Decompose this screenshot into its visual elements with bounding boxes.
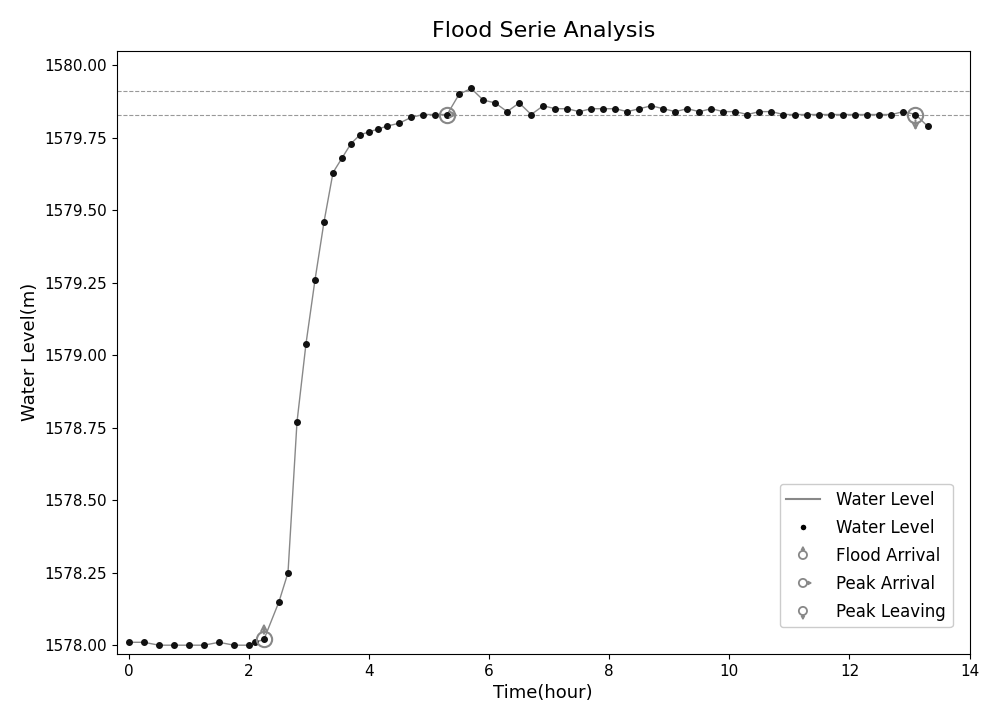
Point bbox=[920, 120, 936, 132]
Point bbox=[703, 103, 719, 114]
Point bbox=[334, 153, 350, 164]
Point bbox=[391, 117, 407, 129]
Point bbox=[211, 636, 227, 648]
Point bbox=[427, 108, 443, 120]
Point bbox=[667, 106, 683, 117]
Point bbox=[151, 639, 167, 651]
Point bbox=[463, 82, 479, 94]
Point bbox=[823, 108, 839, 120]
Y-axis label: Water Level(m): Water Level(m) bbox=[21, 283, 39, 422]
Point bbox=[715, 106, 731, 117]
Point bbox=[316, 216, 332, 228]
Point bbox=[298, 338, 314, 349]
X-axis label: Time(hour): Time(hour) bbox=[493, 684, 593, 702]
Point bbox=[859, 108, 875, 120]
Point bbox=[121, 636, 137, 648]
Point bbox=[691, 106, 707, 117]
Point bbox=[727, 106, 743, 117]
Point bbox=[475, 94, 491, 106]
Point bbox=[271, 596, 287, 607]
Point bbox=[226, 639, 242, 651]
Point bbox=[775, 108, 791, 120]
Point bbox=[643, 100, 659, 111]
Point bbox=[631, 103, 647, 114]
Point bbox=[511, 97, 527, 108]
Point bbox=[871, 108, 887, 120]
Point bbox=[751, 106, 767, 117]
Point bbox=[763, 106, 779, 117]
Point bbox=[571, 106, 587, 117]
Point bbox=[559, 103, 575, 114]
Point bbox=[547, 103, 563, 114]
Point bbox=[607, 103, 623, 114]
Point bbox=[595, 103, 611, 114]
Point bbox=[352, 129, 368, 140]
Point bbox=[379, 120, 395, 132]
Point bbox=[499, 106, 515, 117]
Point bbox=[256, 633, 272, 645]
Title: Flood Serie Analysis: Flood Serie Analysis bbox=[432, 21, 655, 40]
Point bbox=[799, 108, 815, 120]
Point bbox=[136, 636, 152, 648]
Point bbox=[181, 639, 197, 651]
Legend: Water Level, Water Level, Flood Arrival, Peak Arrival, Peak Leaving: Water Level, Water Level, Flood Arrival,… bbox=[780, 484, 953, 628]
Point bbox=[343, 138, 359, 150]
Point bbox=[451, 88, 467, 100]
Point bbox=[619, 106, 635, 117]
Point bbox=[307, 274, 323, 286]
Point bbox=[583, 103, 599, 114]
Point bbox=[895, 106, 911, 117]
Point bbox=[325, 167, 341, 179]
Point bbox=[787, 108, 803, 120]
Point bbox=[415, 108, 431, 120]
Point bbox=[835, 108, 851, 120]
Point bbox=[370, 123, 386, 134]
Point bbox=[811, 108, 827, 120]
Point bbox=[679, 103, 695, 114]
Point bbox=[403, 111, 419, 123]
Point bbox=[523, 108, 539, 120]
Point bbox=[241, 639, 257, 651]
Point bbox=[739, 108, 755, 120]
Point bbox=[196, 639, 212, 651]
Point bbox=[247, 636, 263, 648]
Point bbox=[487, 97, 503, 108]
Point bbox=[280, 567, 296, 578]
Point bbox=[655, 103, 671, 114]
Point bbox=[535, 100, 551, 111]
Point bbox=[361, 126, 377, 137]
Point bbox=[907, 108, 923, 120]
Point bbox=[439, 108, 455, 120]
Point bbox=[847, 108, 863, 120]
Point bbox=[883, 108, 899, 120]
Point bbox=[166, 639, 182, 651]
Point bbox=[289, 416, 305, 428]
